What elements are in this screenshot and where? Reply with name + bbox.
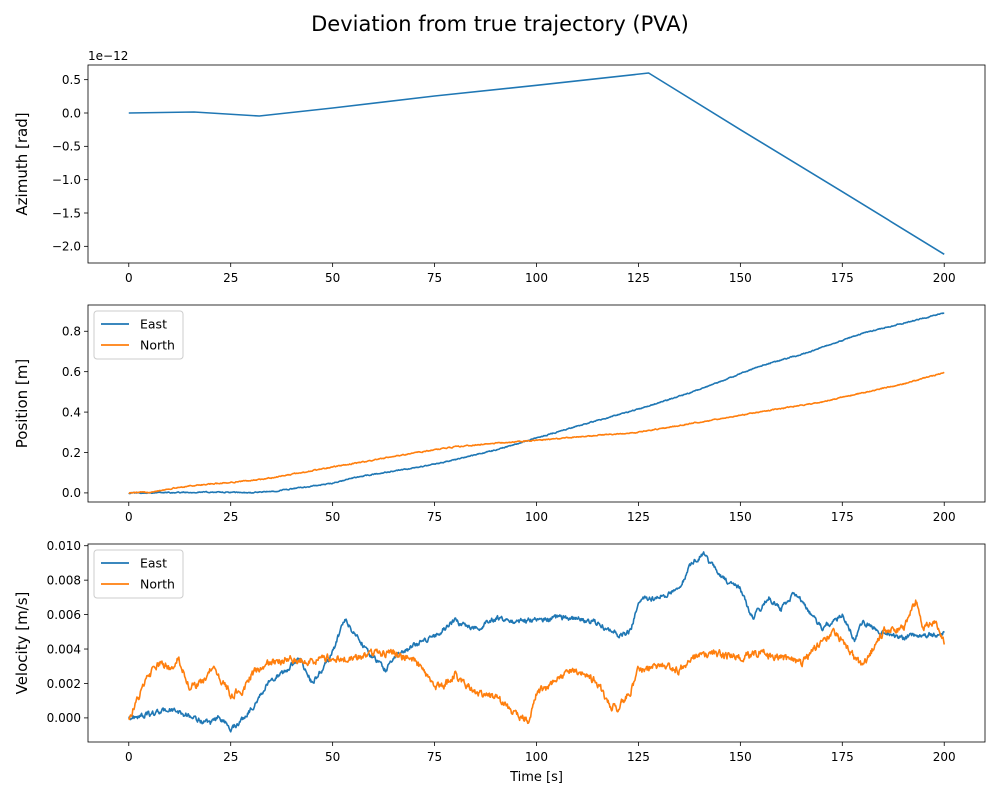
y-tick-label: 0.0 <box>62 106 81 120</box>
x-tick-label: 25 <box>223 510 238 524</box>
x-tick-label: 50 <box>325 750 340 764</box>
legend: East North <box>93 310 184 360</box>
legend-label-north: North <box>140 338 175 353</box>
y-tick-label: −0.5 <box>52 140 81 154</box>
y-tick-label: 0.0 <box>62 486 81 500</box>
x-tick-label: 150 <box>729 271 752 285</box>
legend-label-east: East <box>140 556 167 571</box>
x-tick-label: 150 <box>729 750 752 764</box>
y-offset-text: 1e−12 <box>88 49 128 63</box>
x-tick-label: 0 <box>125 271 133 285</box>
x-tick-label: 75 <box>427 750 442 764</box>
y-axis-label: Position [m] <box>13 359 31 449</box>
series-group <box>128 72 945 256</box>
x-tick-label: 100 <box>525 510 548 524</box>
x-tick-label: 100 <box>525 271 548 285</box>
x-tick-label: 0 <box>125 510 133 524</box>
x-tick-label: 125 <box>627 271 650 285</box>
x-tick-label: 175 <box>831 271 854 285</box>
series-group <box>128 312 945 495</box>
x-tick-label: 25 <box>223 750 238 764</box>
subplot-3: 0 25 50 75 100 125 150 175 200 0.000 0.002 0.004 0.0… <box>13 539 986 785</box>
subplot-panels: 0 25 50 75 100 125 150 175 200 0.5 0.0 −0.5 −1.0 −1.5… <box>13 49 986 785</box>
y-axis-label: Velocity [m/s] <box>13 592 31 695</box>
series-group <box>128 551 946 733</box>
y-tick-label: 0.010 <box>47 539 81 553</box>
series-line-north <box>128 371 945 494</box>
legend-box <box>93 549 184 599</box>
y-tick-label: −1.0 <box>52 173 81 187</box>
x-tick-label: 150 <box>729 510 752 524</box>
x-tick-label: 50 <box>325 271 340 285</box>
x-tick-label: 75 <box>427 510 442 524</box>
y-tick-label: 0.004 <box>47 642 81 656</box>
legend-label-north: North <box>140 577 175 592</box>
subplot-2: 0 25 50 75 100 125 150 175 200 0.0 0.2 0.4 0.6 0.8 Pos… <box>13 304 986 524</box>
y-tick-label: 0.002 <box>47 677 81 691</box>
legend-box <box>93 310 184 360</box>
y-tick-label: 0.8 <box>62 325 81 339</box>
series-line-azimuth <box>128 72 945 256</box>
y-tick-label: 0.6 <box>62 365 81 379</box>
x-tick-label: 0 <box>125 750 133 764</box>
series-line-east <box>128 551 945 733</box>
legend: East North <box>93 549 184 599</box>
x-tick-label: 175 <box>831 750 854 764</box>
x-tick-label: 25 <box>223 271 238 285</box>
x-tick-label: 125 <box>627 750 650 764</box>
x-tick-label: 175 <box>831 510 854 524</box>
series-line-north <box>128 599 946 725</box>
x-axis-label: Time [s] <box>509 770 563 785</box>
subplot-1: 0 25 50 75 100 125 150 175 200 0.5 0.0 −0.5 −1.0 −1.5… <box>13 49 986 285</box>
y-tick-label: 0.008 <box>47 573 81 587</box>
x-tick-label: 100 <box>525 750 548 764</box>
x-tick-label: 50 <box>325 510 340 524</box>
y-tick-label: 0.000 <box>47 711 81 725</box>
x-tick-label: 200 <box>933 510 956 524</box>
y-tick-label: 0.5 <box>62 73 81 87</box>
series-line-east <box>128 312 945 495</box>
y-tick-label: 0.006 <box>47 608 81 622</box>
chart-title: Deviation from true trajectory (PVA) <box>311 12 689 36</box>
legend-label-east: East <box>140 317 167 332</box>
x-tick-label: 200 <box>933 750 956 764</box>
y-axis-label: Azimuth [rad] <box>13 112 31 215</box>
x-tick-label: 125 <box>627 510 650 524</box>
y-tick-label: 0.4 <box>62 405 81 419</box>
y-tick-label: 0.2 <box>62 446 81 460</box>
x-tick-label: 75 <box>427 271 442 285</box>
y-tick-label: −1.5 <box>52 206 81 220</box>
y-tick-label: −2.0 <box>52 240 81 254</box>
x-tick-label: 200 <box>933 271 956 285</box>
